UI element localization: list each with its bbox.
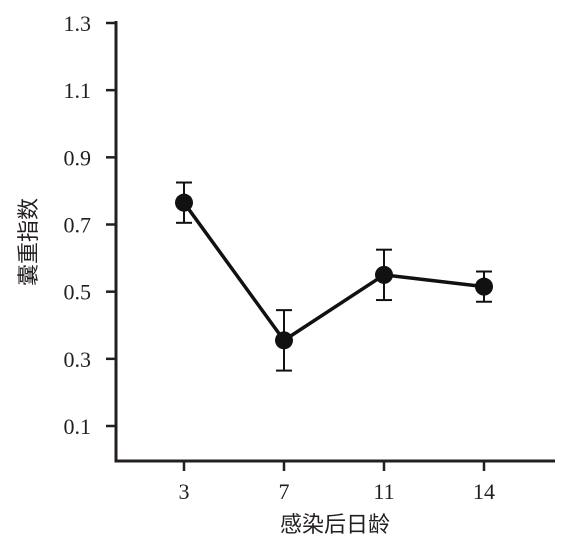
y-tick-label: 0.9 [64, 145, 92, 170]
data-point [475, 277, 493, 296]
error-bars [176, 181, 492, 372]
y-tick-label: 0.5 [64, 280, 92, 305]
data-point [175, 193, 193, 212]
series-lines [182, 201, 485, 343]
x-axis-title: 感染后日龄 [280, 512, 390, 537]
series-line [182, 201, 485, 343]
y-tick-label: 0.1 [64, 414, 92, 439]
y-axis-title: 囊重指数 [16, 198, 41, 286]
data-points [175, 193, 493, 350]
x-tick-label: 11 [373, 479, 394, 504]
data-point [275, 331, 293, 350]
x-tick-label: 7 [279, 479, 290, 504]
y-tick-label: 1.3 [64, 11, 92, 36]
y-tick-label: 0.3 [64, 347, 92, 372]
y-ticks: 0.1 0.3 0.5 0.7 0.9 1.1 1.3 [64, 11, 116, 439]
x-tick-label: 3 [179, 479, 190, 504]
y-tick-label: 0.7 [64, 213, 92, 238]
axes [114, 21, 555, 463]
data-point [375, 265, 393, 284]
y-tick-label: 1.1 [64, 78, 92, 103]
x-ticks: 3 7 11 14 [179, 461, 495, 504]
x-tick-label: 14 [473, 479, 495, 504]
